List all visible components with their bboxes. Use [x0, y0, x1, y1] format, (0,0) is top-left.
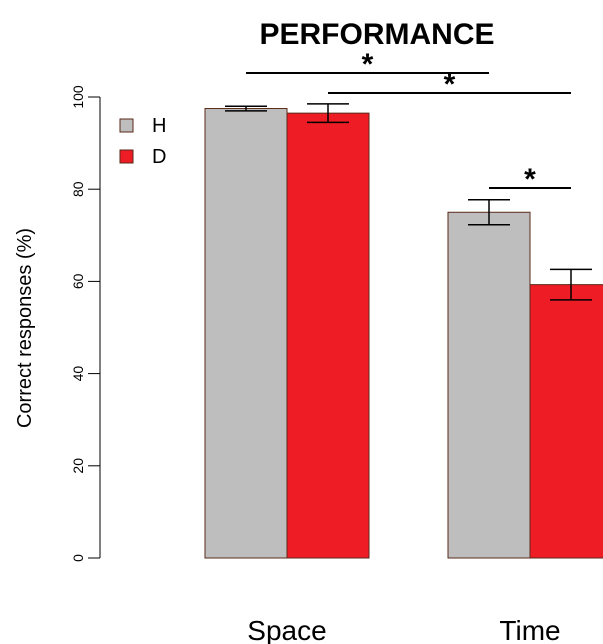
- significance-2: *: [328, 68, 571, 101]
- y-tick-label-20: 20: [70, 458, 86, 474]
- legend-swatch: [119, 149, 134, 164]
- chart-title: PERFORMANCE: [259, 18, 494, 51]
- significance-markers: * * *: [246, 48, 571, 196]
- legend-item-h: H: [119, 115, 166, 137]
- y-axis-label: Correct responses (%): [14, 228, 36, 428]
- significance-star: *: [362, 48, 374, 81]
- legend-swatch: [119, 118, 134, 133]
- y-tick-label-100: 100: [70, 85, 86, 109]
- legend-item-d: D: [119, 146, 166, 168]
- significance-1: *: [246, 48, 489, 81]
- y-tick-label-60: 60: [70, 273, 86, 289]
- error-bar-time-h: [468, 199, 510, 226]
- y-tick-label-40: 40: [70, 366, 86, 382]
- y-axis: 0 20 40 60 80 100: [70, 85, 101, 562]
- bar-time-d: [529, 284, 603, 559]
- x-tick-label-time: Time: [499, 615, 560, 644]
- bar-space-d: [286, 112, 370, 559]
- x-axis-labels: Space Time: [247, 615, 560, 644]
- error-bars: [225, 103, 592, 301]
- error-bar-space-d: [307, 103, 349, 124]
- error-bar-time-d: [550, 268, 592, 301]
- bars: [204, 108, 603, 559]
- significance-star: *: [444, 68, 456, 101]
- legend: HD: [119, 115, 166, 168]
- y-tick-label-0: 0: [70, 554, 86, 562]
- error-bar-space-h: [225, 105, 267, 112]
- bar-time-h: [447, 211, 531, 559]
- legend-label: D: [152, 146, 166, 168]
- significance-star: *: [524, 163, 536, 196]
- legend-label: H: [152, 115, 166, 137]
- x-tick-label-space: Space: [247, 615, 326, 644]
- bar-space-h: [204, 108, 288, 559]
- y-tick-label-80: 80: [70, 181, 86, 197]
- significance-3: *: [489, 163, 571, 196]
